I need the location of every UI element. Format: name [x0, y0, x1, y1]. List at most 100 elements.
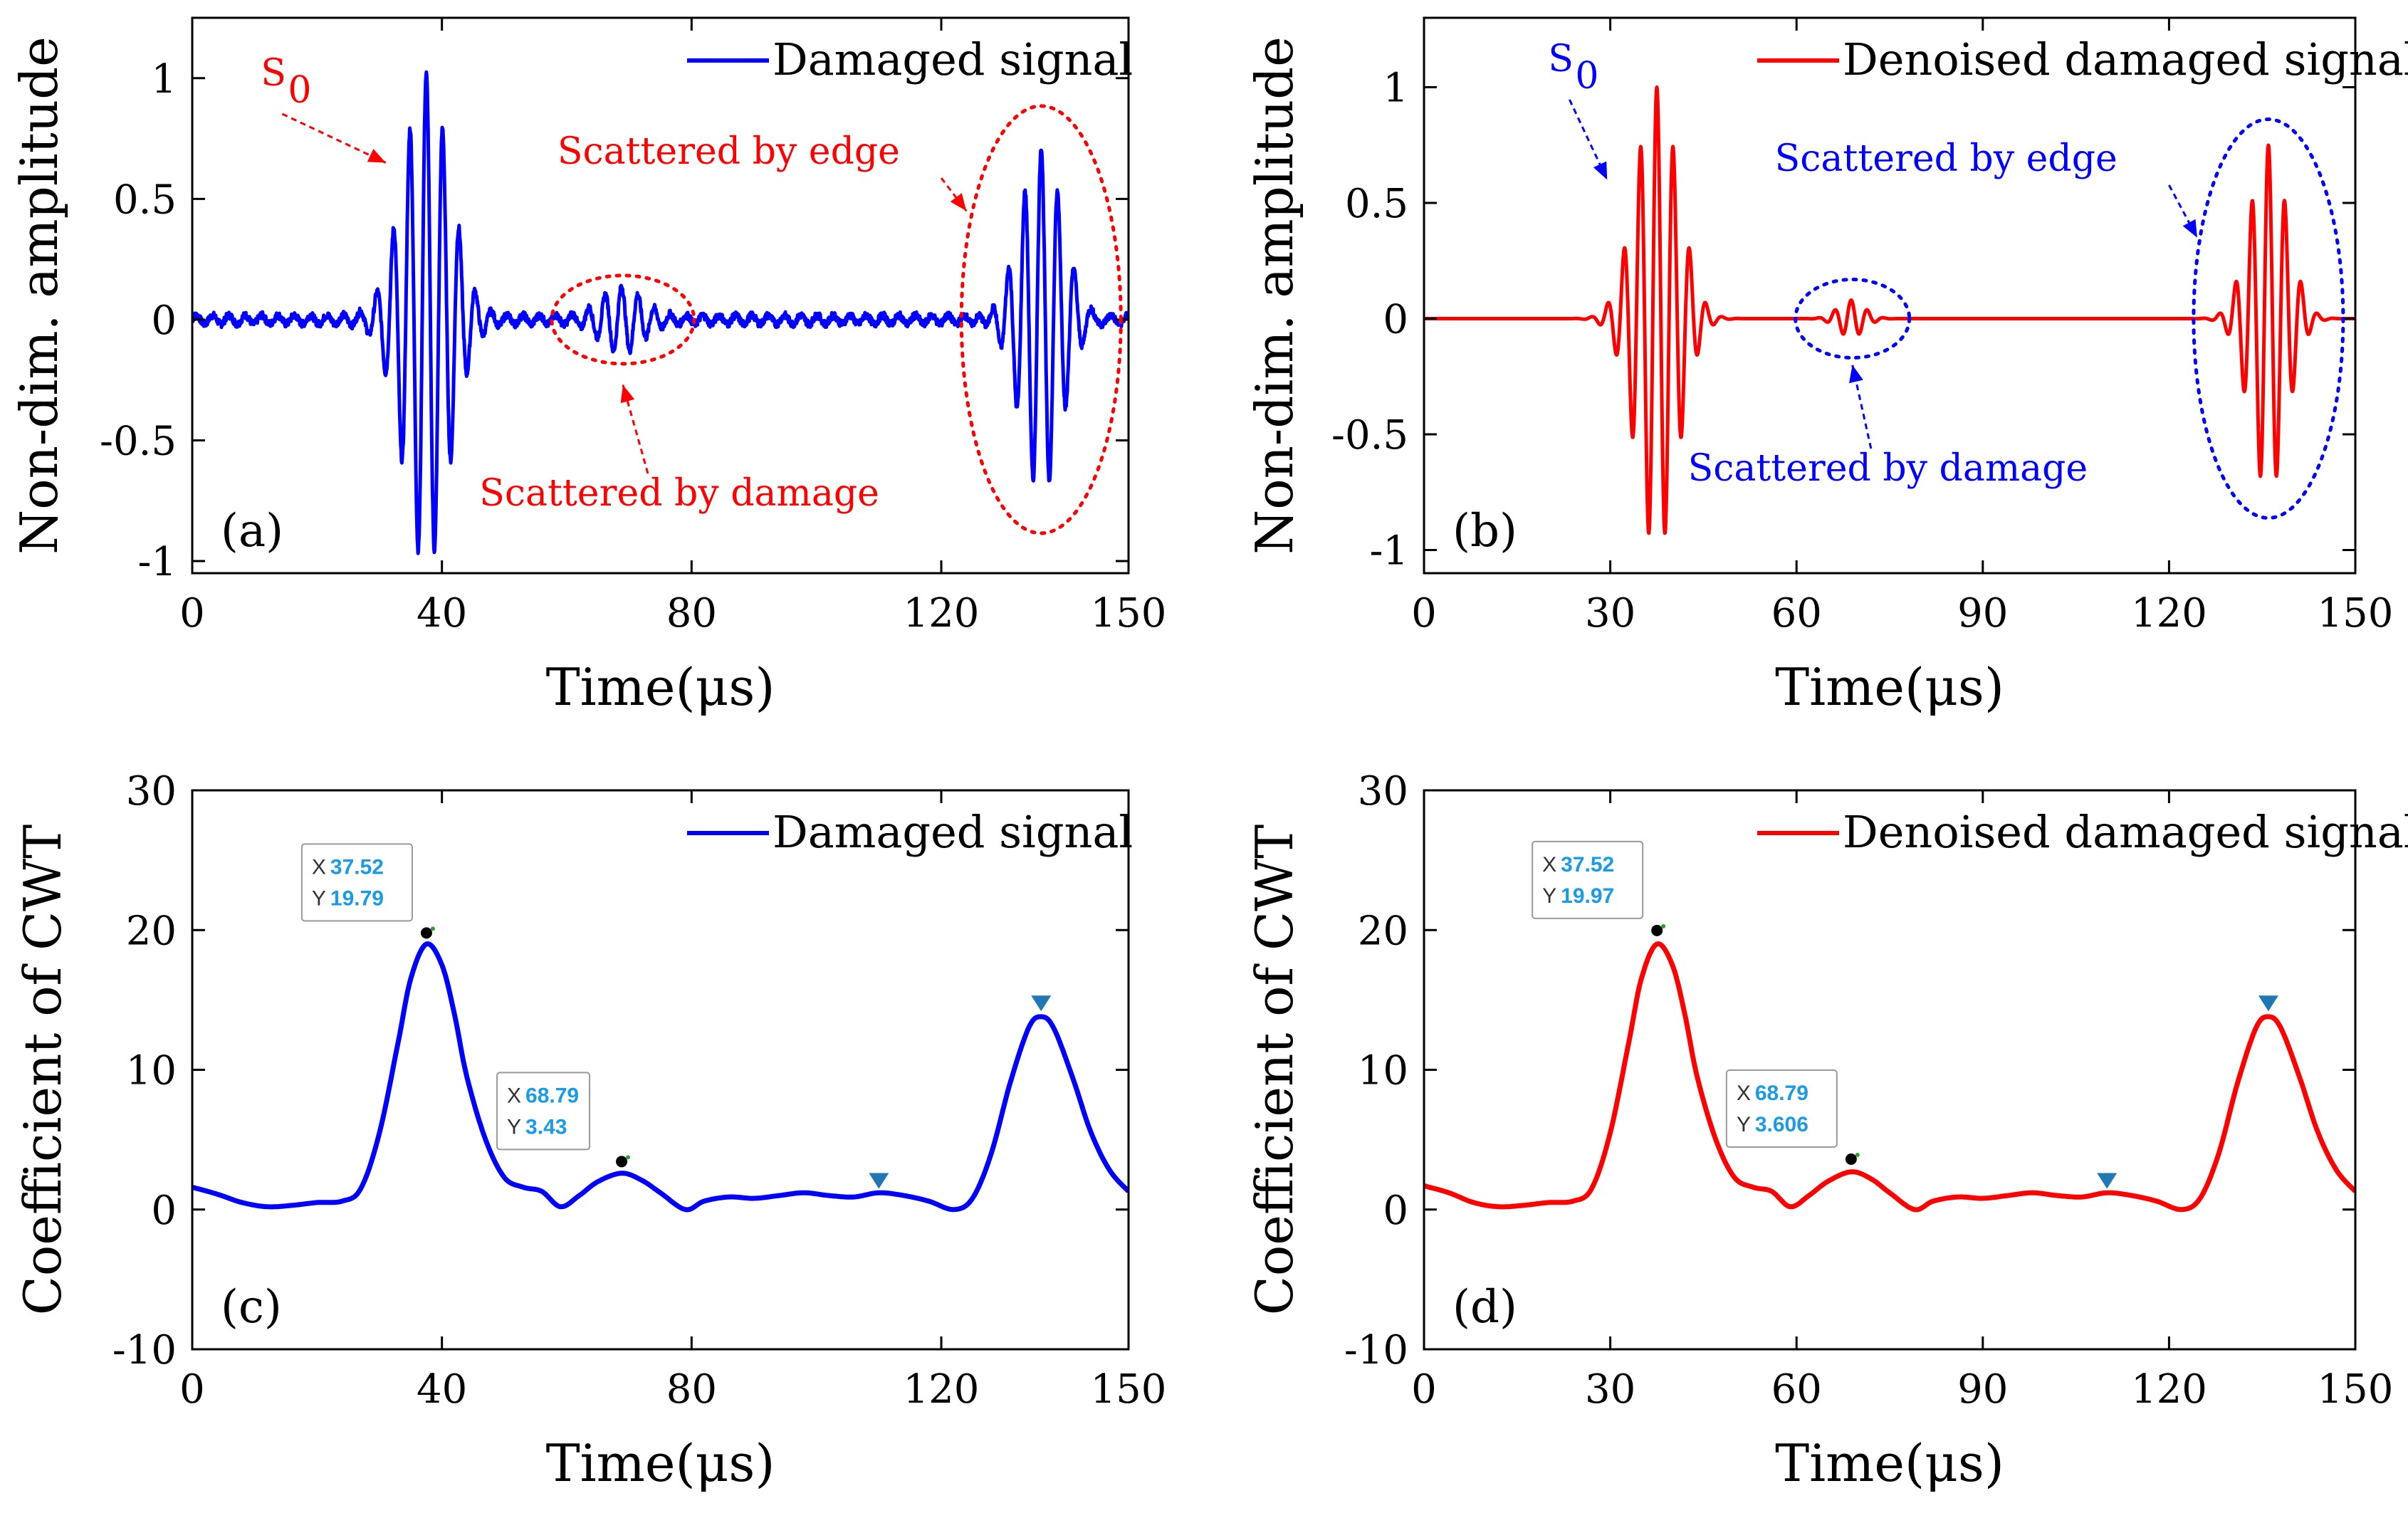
x-tick-label: 40 — [417, 590, 467, 637]
edge-ellipse — [2192, 117, 2345, 520]
x-tick-label: 0 — [179, 1366, 205, 1413]
chart-panel-b: 0 30 60 90 120 150 1 0.5 0 -0.5 -1 Time(μs) Non-dim.… — [1245, 16, 2408, 717]
chart-panel-d: 0 30 60 90 120 1503020100-10Time(μs)Coefficie… — [1245, 768, 2408, 1493]
x-tick-label: 30 — [1585, 590, 1635, 637]
x-tick-label: 120 — [2131, 590, 2207, 637]
datatip-x-value: 68.79 — [525, 1084, 579, 1107]
y-tick-label: 0 — [151, 298, 177, 344]
edge-arrow-head — [950, 193, 967, 211]
datatip-box — [300, 843, 413, 922]
x-axis-label: Time(μs) — [546, 657, 775, 717]
chart-panel-c: 0 40 80 120 1503020100-10Time(μs)Coefficient… — [13, 768, 1166, 1493]
x-tick-label: 150 — [1091, 590, 1167, 637]
damage-ellipse — [550, 273, 696, 366]
datatip-point-accent — [1661, 923, 1666, 928]
damage-arrow-head — [1849, 365, 1863, 384]
y-tick-label: 0.5 — [113, 177, 177, 223]
damage-ellipse — [1794, 278, 1912, 360]
y-tick-label: 1 — [151, 56, 177, 103]
datatip-y-value: 19.79 — [330, 886, 384, 910]
legend-label: Denoised damaged signal — [1843, 33, 2408, 85]
x-tick-label: 40 — [417, 1366, 467, 1413]
s0-arrow-head — [1593, 161, 1608, 180]
datatip-y-value: 19.97 — [1561, 884, 1614, 908]
x-tick-label: 90 — [1957, 1366, 2008, 1413]
plot-frame — [1423, 16, 2357, 575]
peak-marker — [869, 1173, 889, 1189]
x-axis-label: Time(μs) — [546, 1433, 775, 1493]
datatip-x-label: X — [507, 1084, 521, 1107]
y-tick-label: -0.5 — [100, 418, 177, 464]
y-tick-label: 0 — [1383, 297, 1408, 343]
datatip-y-label: Y — [312, 886, 326, 910]
x-tick-label: 30 — [1585, 1366, 1635, 1413]
x-tick-label: 150 — [2318, 590, 2394, 637]
y-tick-label: 10 — [126, 1048, 177, 1094]
datatip-point — [1651, 924, 1663, 936]
x-tick-label: 80 — [666, 1366, 717, 1413]
datatip-point — [616, 1156, 628, 1168]
chart-panel-a: 0 40 80 120 150 1 0.5 0 -0.5 -1 Time(μs) Non-dim. a… — [9, 16, 1167, 717]
panel-label: (a) — [221, 505, 283, 558]
edge-ellipse — [959, 104, 1123, 535]
y-axis-label: Non-dim. amplitude — [1245, 36, 1304, 555]
y-axis-label: Coefficient of CWT — [1245, 825, 1304, 1315]
datatip-box — [1532, 840, 1644, 919]
y-axis-label: Non-dim. amplitude — [9, 36, 69, 555]
datatip-x-value: 68.79 — [1755, 1082, 1808, 1105]
y-tick-label: 30 — [126, 768, 177, 815]
datatip-point — [420, 927, 432, 939]
series-line — [192, 70, 1129, 555]
edge-arrow-head — [2182, 219, 2197, 238]
datatip-point — [1845, 1153, 1857, 1165]
legend-label: Damaged signal — [773, 33, 1133, 85]
damage-label: Scattered by damage — [479, 472, 879, 515]
damage-arrow-head — [620, 384, 635, 404]
edge-label: Scattered by edge — [557, 130, 900, 173]
y-tick-label: -10 — [112, 1327, 177, 1373]
datatip-x-value: 37.52 — [330, 855, 384, 879]
x-tick-label: 80 — [666, 590, 717, 637]
y-tick-label: 20 — [1358, 908, 1408, 954]
y-tick-label: 1 — [1383, 66, 1408, 112]
x-axis-label: Time(μs) — [1775, 1433, 2004, 1493]
panel-label: (d) — [1452, 1281, 1517, 1334]
y-tick-label: -0.5 — [1331, 412, 1408, 459]
s0-subscript: 0 — [1575, 55, 1598, 98]
series-line — [1424, 85, 2355, 535]
datatip-x-value: 37.52 — [1561, 853, 1614, 876]
peak-marker — [2258, 995, 2278, 1012]
y-tick-label: 0 — [1383, 1188, 1408, 1234]
y-tick-label: 30 — [1358, 768, 1408, 815]
datatip-point-accent — [626, 1155, 631, 1160]
series-line — [1424, 941, 2355, 1213]
y-axis-label: Coefficient of CWT — [13, 825, 73, 1315]
y-tick-label: -10 — [1344, 1327, 1408, 1373]
y-tick-label: -1 — [137, 539, 177, 585]
x-tick-label: 120 — [904, 590, 980, 637]
damage-arrow — [622, 384, 649, 474]
datatip-x-label: X — [312, 855, 326, 879]
x-tick-label: 120 — [904, 1366, 980, 1413]
s0-label: S — [1548, 38, 1574, 80]
y-tick-label: 10 — [1358, 1048, 1408, 1094]
x-tick-label: 150 — [2318, 1366, 2394, 1413]
x-tick-label: 60 — [1771, 1366, 1822, 1413]
x-tick-label: 150 — [1091, 1366, 1167, 1413]
damage-label: Scattered by damage — [1688, 447, 2088, 490]
series-line — [192, 941, 1129, 1213]
y-tick-label: 0.5 — [1345, 181, 1408, 227]
s0-subscript: 0 — [288, 69, 311, 112]
x-tick-label: 90 — [1957, 590, 2008, 637]
datatip-x-label: X — [1542, 853, 1556, 876]
datatip-point-accent — [430, 926, 435, 931]
s0-label: S — [261, 52, 286, 95]
panel-label: (c) — [221, 1281, 282, 1334]
y-tick-label: -1 — [1369, 528, 1408, 575]
legend-label: Denoised damaged signal — [1843, 806, 2408, 858]
datatip-y-value: 3.606 — [1755, 1113, 1808, 1136]
panel-label: (b) — [1452, 505, 1517, 558]
datatip-point-accent — [1855, 1152, 1860, 1157]
datatip-y-value: 3.43 — [525, 1115, 567, 1139]
